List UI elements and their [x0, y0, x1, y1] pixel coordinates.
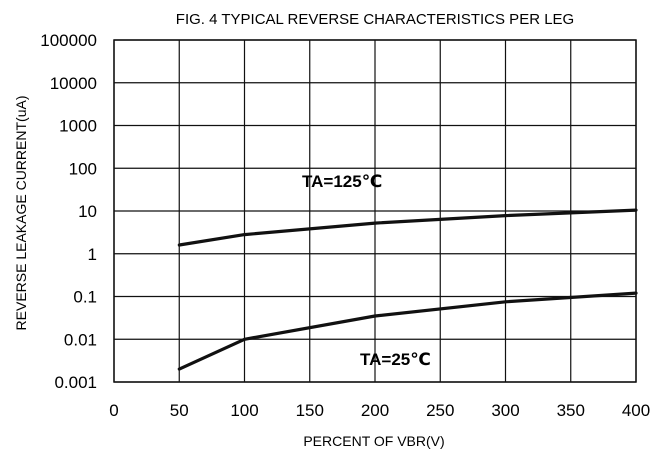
x-tick-label-6: 300	[491, 401, 519, 420]
series-label-25c: TA=25℃	[360, 350, 431, 369]
y-axis-label: REVERSE LEAKAGE CURRENT(uA)	[13, 96, 29, 331]
x-tick-label-0: 0	[109, 401, 118, 420]
x-tick-label-5: 250	[426, 401, 454, 420]
y-tick-label-3: 100	[69, 159, 97, 178]
x-tick-label-2: 100	[230, 401, 258, 420]
y-tick-label-0: 100000	[40, 31, 97, 50]
x-tick-label-4: 200	[361, 401, 389, 420]
y-tick-label-2: 1000	[59, 117, 97, 136]
y-tick-label-5: 1	[88, 245, 97, 264]
y-tick-label-4: 10	[78, 202, 97, 221]
x-tick-label-8: 400	[622, 401, 650, 420]
x-tick-label-1: 50	[170, 401, 189, 420]
x-tick-label-7: 350	[557, 401, 585, 420]
series-label-125c: TA=125℃	[302, 172, 382, 191]
grid	[113, 39, 637, 383]
y-tick-label-1: 10000	[50, 74, 97, 93]
x-axis-label: PERCENT OF VBR(V)	[303, 433, 444, 449]
x-tick-labels: 0 50 100 150 200 250 300 350 400	[109, 401, 650, 420]
y-tick-label-7: 0.01	[64, 330, 97, 349]
y-tick-label-6: 0.1	[73, 288, 97, 307]
chart-title: FIG. 4 TYPICAL REVERSE CHARACTERISTICS P…	[176, 11, 574, 28]
series-line-0	[177, 208, 638, 247]
y-tick-labels: 100000 10000 1000 100 10 1 0.1 0.01 0.001	[40, 31, 97, 392]
series-line-1	[177, 291, 638, 371]
y-tick-label-8: 0.001	[54, 373, 97, 392]
x-tick-label-3: 150	[296, 401, 324, 420]
series-lines	[177, 208, 638, 371]
